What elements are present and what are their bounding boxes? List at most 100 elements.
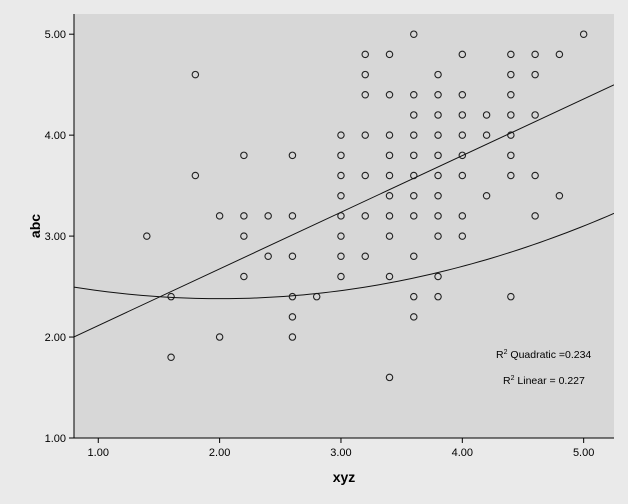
- data-point: [531, 212, 539, 220]
- data-point: [385, 131, 394, 139]
- data-point: [361, 171, 369, 180]
- data-point: [458, 131, 467, 139]
- data-point: [458, 91, 467, 99]
- data-point: [361, 91, 369, 99]
- plot-area: [74, 14, 614, 438]
- x-tick-label: 3.00: [330, 447, 351, 459]
- data-point: [531, 111, 539, 119]
- data-point: [434, 111, 442, 119]
- data-point: [288, 151, 297, 160]
- data-point: [288, 252, 297, 261]
- data-point: [482, 131, 491, 139]
- data-point: [337, 272, 345, 281]
- fit-lines: [74, 84, 614, 338]
- data-point: [337, 252, 345, 261]
- data-point: [434, 191, 442, 200]
- data-point: [361, 212, 369, 220]
- data-point: [385, 232, 394, 240]
- data-point: [410, 252, 418, 261]
- data-point: [482, 111, 491, 119]
- data-point: [434, 232, 442, 240]
- data-point: [361, 131, 369, 139]
- data-point: [507, 50, 515, 59]
- quadratic-fit-curve: [74, 212, 614, 300]
- linear-fit-line: [74, 84, 614, 338]
- y-axis-label: abc: [27, 214, 43, 238]
- data-point: [458, 171, 467, 180]
- y-tick-label: 1.00: [45, 433, 66, 445]
- data-point: [337, 191, 345, 200]
- data-point: [434, 70, 442, 79]
- data-point: [167, 353, 175, 361]
- data-point: [191, 171, 200, 180]
- data-point: [410, 131, 418, 139]
- data-point: [167, 292, 175, 301]
- data-point: [555, 50, 564, 59]
- data-point: [288, 313, 297, 321]
- data-point: [288, 333, 297, 341]
- data-point: [361, 50, 369, 59]
- data-point: [264, 212, 272, 220]
- data-point: [385, 373, 394, 382]
- data-point: [385, 191, 394, 200]
- data-point: [507, 70, 515, 79]
- x-axis-ticks: 1.00 2.00 3.00 4.00 5.00: [88, 438, 594, 459]
- data-point: [507, 151, 515, 160]
- data-point: [458, 111, 467, 119]
- data-point: [410, 111, 418, 119]
- data-point: [434, 91, 442, 99]
- data-point: [337, 232, 345, 240]
- data-point: [385, 50, 394, 59]
- data-point: [410, 212, 418, 220]
- data-point: [385, 151, 394, 160]
- r2-linear-annotation: R2 Linear = 0.227: [503, 375, 585, 387]
- data-point: [143, 232, 151, 240]
- data-point: [434, 212, 442, 220]
- data-point: [337, 151, 345, 160]
- y-tick-label: 4.00: [45, 130, 66, 142]
- data-point: [434, 292, 442, 301]
- data-point: [410, 191, 418, 200]
- x-tick-label: 4.00: [452, 447, 473, 459]
- y-tick-label: 5.00: [45, 29, 66, 41]
- data-point: [191, 70, 200, 79]
- data-point: [337, 171, 345, 180]
- data-point: [507, 111, 515, 119]
- data-point: [531, 50, 539, 59]
- data-point: [458, 151, 467, 160]
- data-point: [458, 212, 467, 220]
- data-point: [240, 212, 248, 220]
- data-point: [361, 252, 369, 261]
- data-point: [434, 131, 442, 139]
- data-point: [385, 212, 394, 220]
- y-tick-label: 3.00: [45, 231, 66, 243]
- data-point: [531, 171, 539, 180]
- data-point: [385, 91, 394, 99]
- data-point: [240, 272, 248, 281]
- data-point: [240, 151, 248, 160]
- data-point: [482, 191, 491, 200]
- data-point: [264, 252, 272, 261]
- data-point: [434, 171, 442, 180]
- data-point: [410, 292, 418, 301]
- data-point: [288, 212, 297, 220]
- y-tick-label: 2.00: [45, 332, 66, 344]
- y-axis-ticks: 1.00 2.00 3.00 4.00 5.00: [45, 29, 74, 445]
- data-point: [507, 91, 515, 99]
- data-point: [361, 70, 369, 79]
- data-point: [240, 232, 248, 240]
- data-point: [434, 151, 442, 160]
- data-point: [410, 151, 418, 160]
- data-point: [507, 292, 515, 301]
- r2-quadratic-annotation: R2 Quadratic =0.234: [496, 349, 591, 361]
- x-axis-label: xyz: [333, 469, 356, 485]
- data-point: [215, 212, 224, 220]
- x-tick-label: 1.00: [88, 447, 109, 459]
- data-point: [458, 50, 467, 59]
- data-point: [434, 272, 442, 281]
- data-point: [410, 30, 418, 38]
- data-point: [458, 232, 467, 240]
- data-point: [215, 333, 224, 341]
- data-point: [555, 191, 564, 200]
